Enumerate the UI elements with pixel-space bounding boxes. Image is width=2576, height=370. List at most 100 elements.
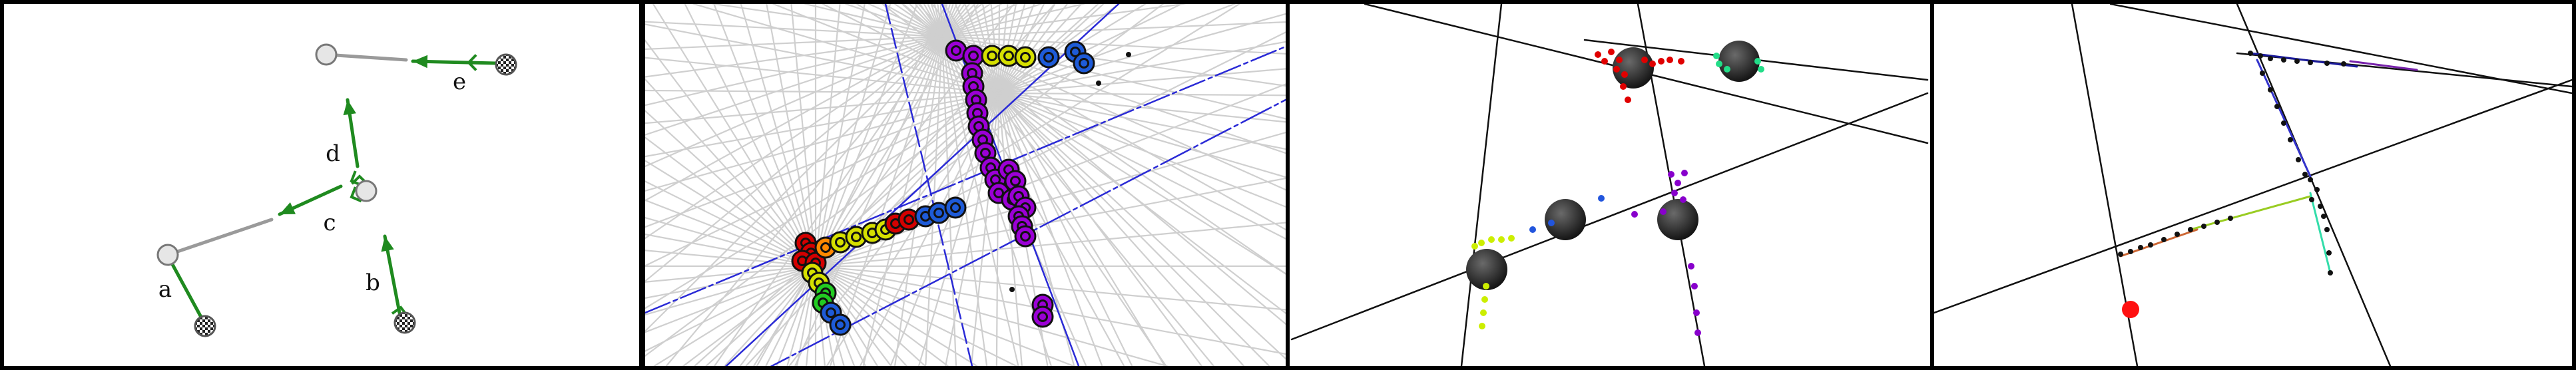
tree-label-b: b <box>366 270 380 296</box>
cluster-line <box>1460 4 1503 366</box>
cluster-point <box>1754 58 1761 65</box>
circle-marker-plot <box>645 4 1286 366</box>
cluster-point <box>1671 190 1678 196</box>
circle-marker-ring <box>1037 311 1048 322</box>
circle-marker-ring <box>933 208 944 218</box>
cluster-point <box>1508 235 1515 242</box>
cluster-point <box>1621 71 1628 78</box>
circle-marker <box>1073 52 1095 75</box>
cluster-point <box>1694 329 1701 336</box>
cluster-point <box>1601 58 1608 65</box>
circle-marker-ring <box>993 188 1004 198</box>
cluster-point <box>1724 66 1730 73</box>
cluster-point <box>1649 61 1656 67</box>
circle-marker-ring <box>968 51 979 61</box>
small-dot <box>1096 81 1101 86</box>
circle-marker-ring <box>1020 231 1031 242</box>
cluster-plot <box>1290 4 1929 366</box>
cluster-point <box>1667 57 1673 63</box>
fitted-segment <box>2256 59 2312 178</box>
path-point <box>2228 216 2233 221</box>
circle-marker-ring <box>903 214 914 225</box>
path-point <box>2128 249 2133 254</box>
cluster-point <box>1598 195 1605 202</box>
path-point <box>2326 250 2332 256</box>
cluster-point <box>1758 66 1764 73</box>
background-line <box>645 21 1286 51</box>
path-point <box>2308 177 2313 182</box>
highlight-point <box>2122 301 2139 318</box>
cluster-point <box>1691 283 1698 289</box>
cluster-point <box>1616 57 1623 63</box>
fitted-segment <box>2249 52 2358 68</box>
path-point <box>2288 137 2293 142</box>
path-point <box>2296 157 2301 162</box>
tree-label-c: c <box>323 210 336 236</box>
arrow-icon <box>280 202 296 214</box>
circle-marker-ring <box>950 202 961 213</box>
arrow-icon <box>413 55 428 69</box>
circle-marker <box>829 313 852 336</box>
tree-label-d: d <box>326 140 340 167</box>
chevron-icon <box>350 186 362 203</box>
circle-marker-ring <box>826 307 836 318</box>
fitted-segment <box>2309 192 2332 274</box>
path-point <box>2188 227 2193 232</box>
cluster-point <box>1681 170 1688 176</box>
circle-marker-ring <box>1010 176 1021 186</box>
cluster-point <box>1529 226 1536 233</box>
checkered-ball-icon <box>393 311 416 334</box>
cluster-point <box>1641 57 1648 63</box>
cluster-point <box>1674 180 1681 186</box>
cluster-point <box>1625 96 1631 103</box>
path-point <box>2324 61 2330 66</box>
circle-marker-ring <box>951 45 961 56</box>
cluster-disk <box>1657 199 1698 240</box>
path-point <box>2328 270 2333 276</box>
fitted-path-plot <box>1934 4 2572 366</box>
circle-marker-ring <box>1079 58 1089 69</box>
arrow-icon <box>381 236 394 252</box>
node-circle-icon <box>355 180 378 202</box>
cluster-point <box>1548 220 1555 226</box>
cluster-disk <box>1466 249 1507 290</box>
path-point <box>2214 220 2220 225</box>
fitted-segment <box>2349 60 2418 71</box>
path-point <box>2161 237 2167 242</box>
path-point <box>2321 214 2326 219</box>
node-circle-icon <box>156 244 179 266</box>
fitted-path-plot-panel <box>1930 0 2576 370</box>
path-point <box>2274 104 2280 109</box>
checkered-ball-icon <box>495 53 517 76</box>
path-point <box>2341 61 2346 67</box>
arrow-icon <box>343 100 356 116</box>
path-point <box>2314 187 2320 192</box>
cluster-point <box>1478 240 1485 246</box>
chevron-icon <box>467 54 477 71</box>
tree-edge <box>324 53 408 62</box>
cluster-point <box>1498 236 1505 243</box>
path-point <box>2308 60 2313 65</box>
circle-marker <box>944 196 967 219</box>
fitted-segment <box>2119 228 2198 258</box>
circle-marker-ring <box>835 237 846 248</box>
cluster-disk <box>1718 41 1760 82</box>
cluster-point <box>1595 51 1601 58</box>
path-point <box>2294 59 2300 64</box>
circle-marker-ring <box>1043 52 1054 63</box>
cluster-disk <box>1545 199 1586 240</box>
path-point <box>2175 232 2180 237</box>
cluster-point <box>1481 296 1488 303</box>
circle-marker-ring <box>980 148 991 158</box>
cluster-point <box>1608 49 1615 55</box>
cluster-point <box>1488 236 1495 243</box>
circle-marker-ring <box>1020 52 1031 63</box>
checkered-ball-icon <box>194 315 216 337</box>
path-point <box>2138 245 2143 250</box>
circle-marker-ring <box>1003 51 1014 61</box>
path-point <box>2201 224 2206 229</box>
guide-line <box>884 4 973 366</box>
cluster-plot-panel <box>1286 0 1934 370</box>
circle-marker <box>1014 46 1037 69</box>
